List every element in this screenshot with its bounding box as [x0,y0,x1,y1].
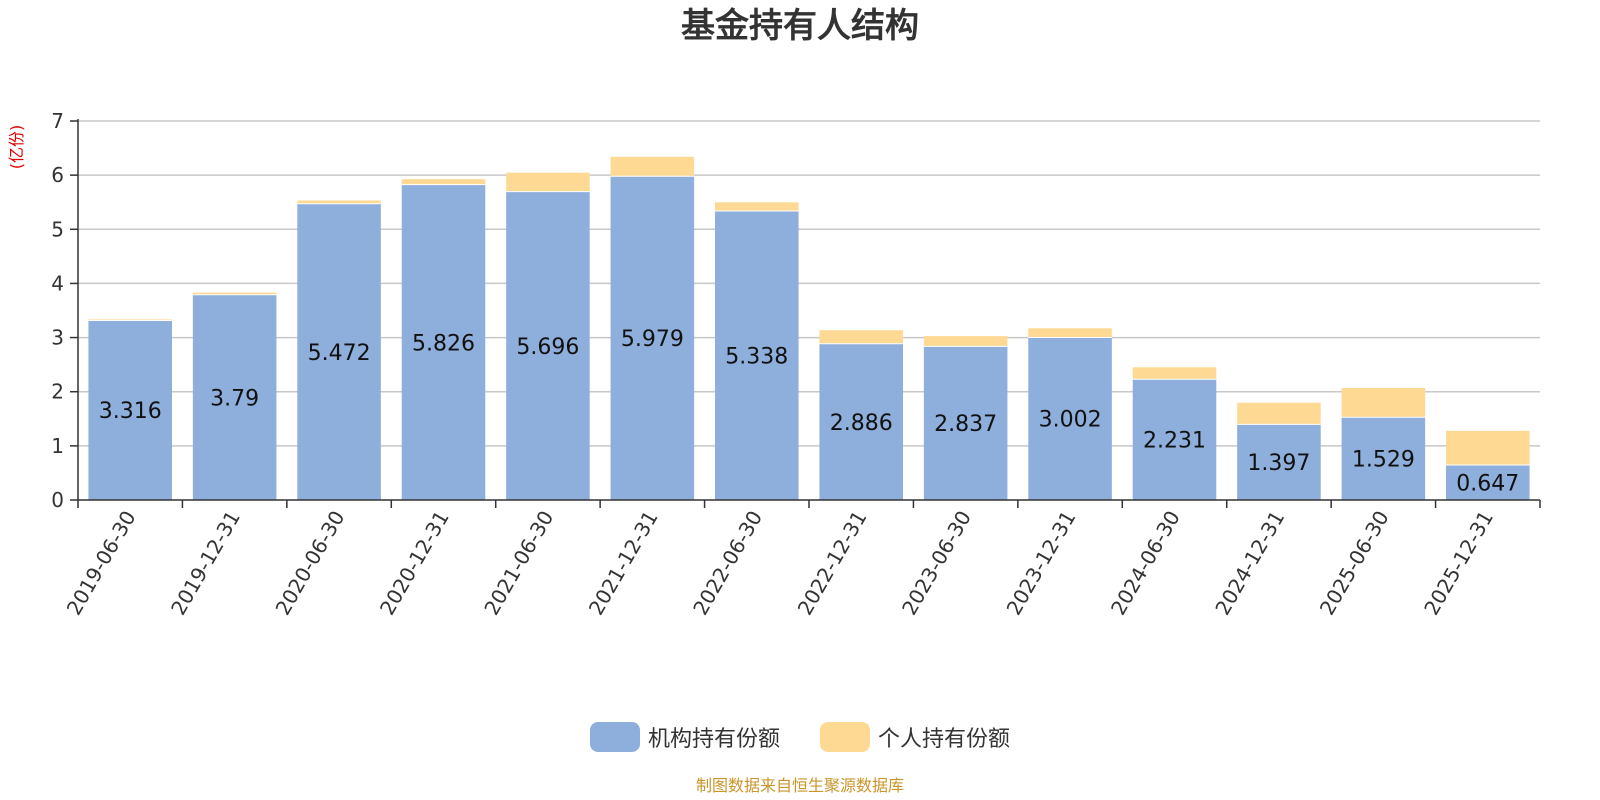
bar-institutional[interactable] [506,191,590,500]
bar-institutional[interactable] [401,184,486,500]
x-tick-label: 2020-06-30 [270,507,349,620]
bar-individual[interactable] [1237,402,1321,425]
x-tick-label: 2024-06-30 [1106,507,1185,620]
legend-label: 机构持有份额 [648,727,780,752]
bar-individual[interactable] [506,172,590,192]
x-tick-label: 2022-12-31 [793,507,872,620]
x-tick-label: 2023-12-31 [1001,507,1080,620]
legend-swatch [590,722,640,752]
x-tick-label: 2022-06-30 [688,507,767,620]
x-tick-label: 2023-06-30 [897,507,976,620]
bar-individual[interactable] [297,200,381,204]
bar-individual[interactable] [715,202,799,211]
x-tick-label: 2019-12-31 [166,507,245,620]
y-tick-label: 5 [51,217,64,241]
x-tick-label: 2025-12-31 [1419,507,1498,620]
legend-label: 个人持有份额 [878,727,1010,752]
x-tick-label: 2019-06-30 [62,507,141,620]
bar-individual[interactable] [1132,367,1217,380]
bar-institutional[interactable] [1446,464,1530,500]
bar-individual[interactable] [819,330,903,344]
data-label: 5.338 [725,344,788,369]
data-label: 5.979 [621,327,684,352]
bar-institutional[interactable] [1237,424,1321,500]
bar-individual[interactable] [88,319,172,321]
bar-institutional[interactable] [192,294,277,500]
y-tick-label: 7 [51,109,64,133]
bar-individual[interactable] [610,156,695,177]
data-label: 3.316 [99,399,162,424]
y-tick-label: 6 [51,163,64,187]
x-tick-label: 2025-06-30 [1315,507,1394,620]
bar-institutional[interactable] [923,346,1008,500]
bar-institutional[interactable] [1028,337,1112,500]
bar-institutional[interactable] [1132,379,1217,500]
data-label: 2.231 [1143,429,1206,454]
bar-individual[interactable] [923,336,1008,347]
data-label: 1.529 [1352,448,1415,473]
data-label: 2.886 [830,411,893,436]
y-tick-label: 0 [51,488,64,512]
bar-individual[interactable] [192,292,277,295]
legend-swatch [820,722,870,752]
y-tick-label: 2 [51,380,64,404]
data-labels: 3.316 3.79 5.472 5.826 5.696 5.979 5.338 2.886 2… [99,327,1520,496]
bar-institutional[interactable] [1341,417,1426,500]
data-label: 3.79 [210,386,259,411]
source-note: 制图数据来自恒生聚源数据库 [696,776,904,795]
bars [88,156,1530,501]
data-label: 5.826 [412,331,475,356]
data-label: 3.002 [1039,408,1102,433]
data-label: 0.647 [1456,471,1519,496]
data-label: 5.472 [308,341,371,366]
data-label: 2.837 [934,412,997,437]
x-tick-label: 2021-12-31 [584,507,663,620]
legend-item[interactable]: 个人持有份额 [820,722,1010,752]
x-tick-label: 2020-12-31 [375,507,454,620]
x-tick-label: 2024-12-31 [1210,507,1289,620]
bar-institutional[interactable] [297,203,381,500]
data-label: 1.397 [1247,451,1310,476]
x-tick-label: 2021-06-30 [479,507,558,620]
y-axis-unit-label: (亿份) [7,125,26,170]
bar-individual[interactable] [401,179,486,185]
bar-institutional[interactable] [715,210,799,501]
bar-individual[interactable] [1446,430,1530,465]
legend-item[interactable]: 机构持有份额 [590,722,780,752]
y-tick-label: 3 [51,326,64,350]
bar-institutional[interactable] [610,176,695,501]
bar-institutional[interactable] [88,320,172,500]
legend[interactable]: 机构持有份额 个人持有份额 [590,722,1010,752]
y-tick-label: 1 [51,434,64,458]
chart-title: 基金持有人结构 [681,6,919,46]
data-label: 5.696 [516,335,579,360]
bar-individual[interactable] [1028,328,1112,338]
bar-institutional[interactable] [819,343,903,500]
y-tick-label: 4 [51,271,64,295]
bar-individual[interactable] [1341,387,1426,418]
